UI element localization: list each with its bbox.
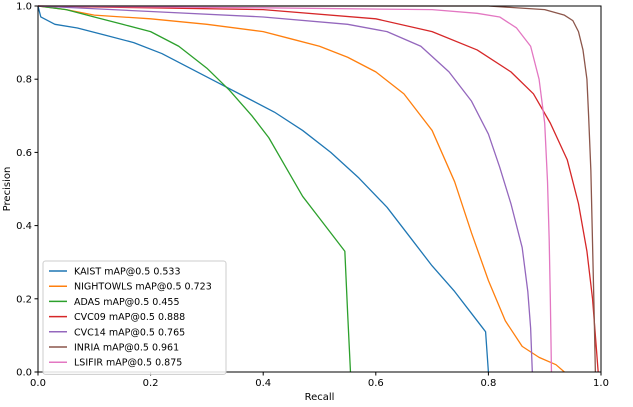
x-tick-label: 0.2	[143, 378, 159, 389]
plot-frame	[37, 5, 602, 373]
legend-entry-0: KAIST mAP@0.5 0.533	[74, 267, 181, 278]
legend: KAIST mAP@0.5 0.533 NIGHTOWLS mAP@0.5 0.7…	[42, 260, 227, 375]
x-tick-label: 0.4	[255, 378, 271, 389]
series-line-3	[37, 5, 599, 373]
series-layer	[37, 5, 599, 373]
series-line-4	[37, 5, 533, 373]
legend-entry-1: NIGHTOWLS mAP@0.5 0.723	[74, 282, 212, 293]
tick-layer: 0.0 0.2 0.4 0.6 0.8 1.0 0.0 0.2 0.4 0.6 0.8 1.0	[16, 2, 609, 390]
series-line-5	[38, 5, 597, 373]
legend-box	[42, 260, 227, 375]
y-tick-label: 0.0	[16, 368, 32, 379]
series-line-1	[37, 5, 565, 373]
x-axis-label: Recall	[305, 392, 335, 403]
series-line-0	[37, 5, 490, 373]
y-tick-label: 0.4	[16, 221, 32, 232]
y-tick-label: 0.6	[16, 148, 32, 159]
y-axis-label: Precision	[2, 167, 13, 212]
y-tick-label: 1.0	[16, 2, 32, 13]
legend-entry-2: ADAS mAP@0.5 0.455	[74, 297, 180, 308]
legend-entry-4: CVC14 mAP@0.5 0.765	[74, 327, 185, 338]
y-tick-label: 0.2	[16, 294, 32, 305]
legend-entry-3: CVC09 mAP@0.5 0.888	[74, 312, 185, 323]
series-line-6	[37, 5, 553, 373]
x-tick-label: 0.8	[480, 378, 496, 389]
legend-entry-5: INRIA mAP@0.5 0.961	[74, 343, 179, 354]
y-tick-label: 0.8	[16, 75, 32, 86]
x-tick-label: 0.0	[30, 378, 46, 389]
x-tick-label: 1.0	[593, 378, 609, 389]
legend-entry-6: LSIFIR mAP@0.5 0.875	[74, 358, 182, 369]
x-tick-label: 0.6	[368, 378, 384, 389]
series-line-2	[37, 5, 352, 373]
